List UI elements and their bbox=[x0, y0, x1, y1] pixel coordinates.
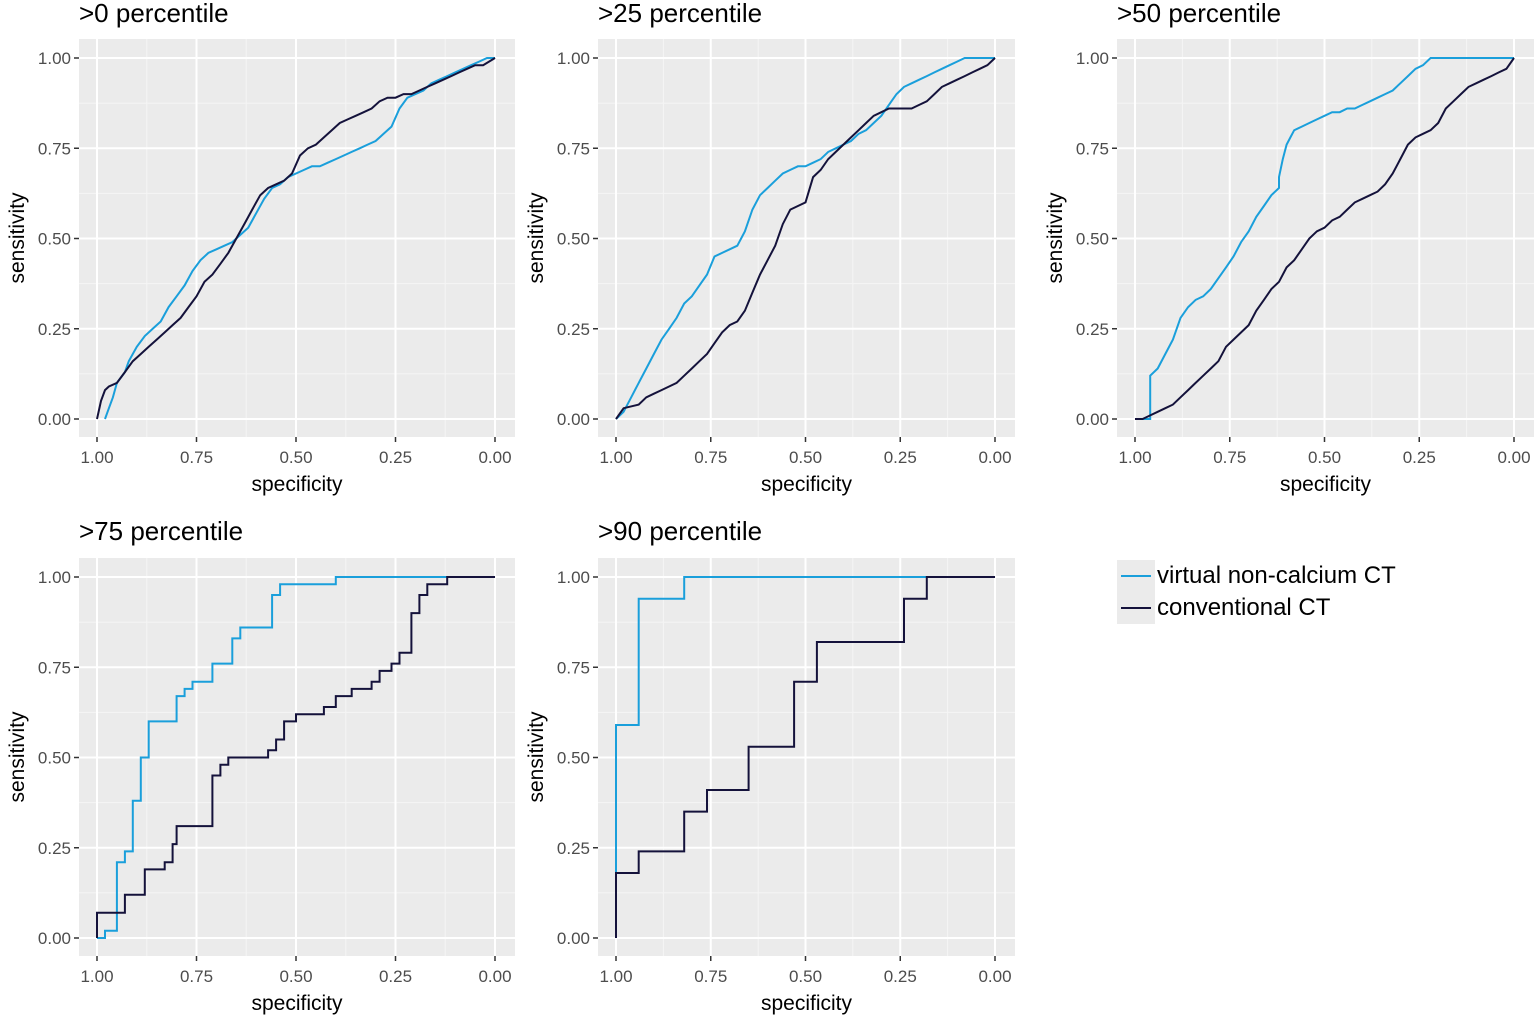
x-tick-label: 0.00 bbox=[978, 448, 1011, 467]
legend-key-virtual bbox=[1117, 560, 1155, 592]
panel-1: 0.00 0.25 0.50 0.75 1.00 1.00 0.75 0.50 0.25 0.00… bbox=[525, 39, 1015, 496]
y-tick-label: 1.00 bbox=[557, 568, 590, 587]
panel-title-p25: >25 percentile bbox=[598, 0, 763, 28]
x-axis-title: specificity bbox=[761, 992, 853, 1015]
x-tick-label: 0.25 bbox=[884, 448, 917, 467]
y-tick-label: 0.25 bbox=[1076, 320, 1109, 339]
y-tick-label: 1.00 bbox=[1076, 49, 1109, 68]
y-tick-label: 0.25 bbox=[38, 839, 71, 858]
x-tick-label: 1.00 bbox=[1118, 448, 1151, 467]
y-tick-label: 0.50 bbox=[38, 230, 71, 249]
x-tick-label: 1.00 bbox=[599, 967, 632, 986]
y-axis-title: sensitivity bbox=[525, 711, 548, 803]
x-tick-label: 0.00 bbox=[978, 967, 1011, 986]
x-tick-label: 0.75 bbox=[180, 448, 213, 467]
x-tick-label: 0.25 bbox=[1403, 448, 1436, 467]
y-axis-title: sensitivity bbox=[6, 711, 29, 803]
x-tick-label: 0.25 bbox=[379, 448, 412, 467]
y-tick-label: 0.75 bbox=[557, 139, 590, 158]
x-tick-label: 0.50 bbox=[789, 448, 822, 467]
x-axis-title: specificity bbox=[251, 992, 343, 1015]
y-tick-label: 0.50 bbox=[38, 749, 71, 768]
x-tick-label: 0.50 bbox=[279, 448, 312, 467]
y-tick-label: 0.25 bbox=[557, 839, 590, 858]
x-tick-label: 0.25 bbox=[884, 967, 917, 986]
x-axis-title: specificity bbox=[761, 473, 853, 496]
roc-line-virtual bbox=[97, 576, 495, 939]
x-tick-label: 0.50 bbox=[279, 967, 312, 986]
y-tick-label: 0.75 bbox=[38, 658, 71, 677]
y-tick-label: 0.00 bbox=[557, 410, 590, 429]
panel-title-p50: >50 percentile bbox=[1117, 0, 1282, 28]
panel-title-p75: >75 percentile bbox=[79, 516, 244, 546]
roc-line-virtual bbox=[615, 576, 995, 938]
panel-title-p0: >0 percentile bbox=[79, 0, 229, 28]
y-axis-title: sensitivity bbox=[1044, 192, 1067, 284]
x-tick-label: 0.75 bbox=[694, 967, 727, 986]
roc-line-conventional bbox=[615, 57, 996, 420]
x-tick-label: 0.50 bbox=[789, 967, 822, 986]
y-tick-label: 1.00 bbox=[557, 49, 590, 68]
y-tick-label: 0.25 bbox=[38, 320, 71, 339]
x-tick-label: 0.25 bbox=[379, 967, 412, 986]
x-tick-label: 1.00 bbox=[80, 448, 113, 467]
legend-key-conventional bbox=[1117, 592, 1155, 624]
x-tick-label: 0.75 bbox=[1213, 448, 1246, 467]
x-tick-label: 0.00 bbox=[478, 967, 511, 986]
legend-label-conventional: conventional CT bbox=[1157, 594, 1331, 621]
x-tick-label: 1.00 bbox=[599, 448, 632, 467]
x-axis-title: specificity bbox=[251, 473, 343, 496]
roc-line-conventional bbox=[96, 576, 495, 938]
panel-4: 0.00 0.25 0.50 0.75 1.00 1.00 0.75 0.50 0.25 0.00… bbox=[525, 558, 1015, 1015]
y-tick-label: 0.00 bbox=[38, 410, 71, 429]
legend-label-virtual: virtual non-calcium CT bbox=[1157, 562, 1396, 589]
y-tick-label: 1.00 bbox=[38, 568, 71, 587]
y-axis-title: sensitivity bbox=[6, 192, 29, 284]
panel-title-p90: >90 percentile bbox=[598, 516, 763, 546]
x-axis-title: specificity bbox=[1280, 473, 1372, 496]
x-tick-label: 1.00 bbox=[80, 967, 113, 986]
y-tick-label: 0.50 bbox=[1076, 230, 1109, 249]
x-tick-label: 0.75 bbox=[694, 448, 727, 467]
panel-3: 0.00 0.25 0.50 0.75 1.00 1.00 0.75 0.50 0.25 0.00… bbox=[6, 558, 515, 1015]
y-tick-label: 0.75 bbox=[557, 658, 590, 677]
x-tick-label: 0.00 bbox=[1497, 448, 1530, 467]
roc-line-virtual bbox=[1135, 57, 1514, 420]
x-tick-label: 0.75 bbox=[180, 967, 213, 986]
y-tick-label: 0.00 bbox=[557, 929, 590, 948]
y-tick-label: 0.25 bbox=[557, 320, 590, 339]
y-tick-label: 0.75 bbox=[1076, 139, 1109, 158]
y-tick-label: 0.50 bbox=[557, 749, 590, 768]
panel-0: 0.00 0.25 0.50 0.75 1.00 1.00 0.75 0.50 0.25 0.00… bbox=[6, 39, 515, 496]
x-tick-label: 0.50 bbox=[1308, 448, 1341, 467]
y-tick-label: 1.00 bbox=[38, 49, 71, 68]
x-tick-label: 0.00 bbox=[478, 448, 511, 467]
roc-line-conventional bbox=[615, 576, 995, 938]
y-axis-title: sensitivity bbox=[525, 192, 548, 284]
y-tick-label: 0.50 bbox=[557, 230, 590, 249]
y-tick-label: 0.00 bbox=[38, 929, 71, 948]
y-tick-label: 0.00 bbox=[1076, 410, 1109, 429]
roc-line-virtual bbox=[615, 57, 995, 420]
y-tick-label: 0.75 bbox=[38, 139, 71, 158]
roc-line-conventional bbox=[1135, 57, 1515, 420]
roc-line-conventional bbox=[96, 57, 496, 420]
panel-2: 0.00 0.25 0.50 0.75 1.00 1.00 0.75 0.50 0.25 0.00… bbox=[1044, 39, 1534, 496]
